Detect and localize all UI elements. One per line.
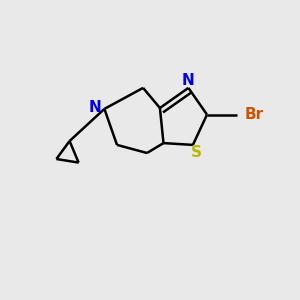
Text: N: N	[89, 100, 102, 115]
Text: S: S	[191, 145, 202, 160]
Text: N: N	[182, 73, 195, 88]
Text: Br: Br	[244, 107, 264, 122]
